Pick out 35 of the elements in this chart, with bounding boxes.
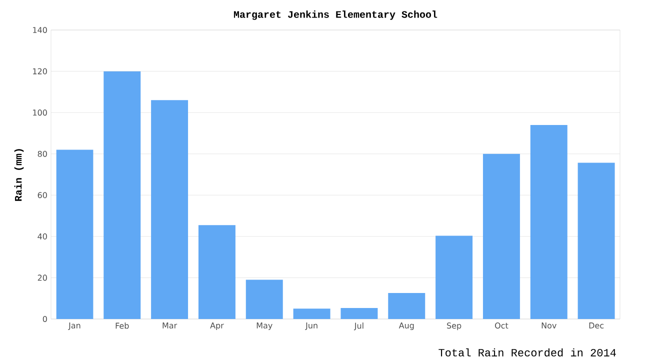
y-tick-label: 140 (33, 26, 47, 34)
bar (436, 236, 473, 319)
x-tick-label: Sep (447, 322, 462, 330)
bar (56, 150, 94, 319)
y-tick-label: 20 (38, 274, 47, 281)
x-tick-label: Oct (495, 322, 508, 329)
x-tick-label: Feb (116, 322, 129, 329)
x-tick-label: Jul (354, 322, 364, 330)
y-tick-label: 80 (38, 150, 47, 157)
bar (246, 280, 283, 319)
bar (151, 100, 188, 319)
x-tick-label: May (256, 322, 272, 330)
y-axis-title: Rain (mm) (14, 149, 24, 201)
x-tick-label: Mar (162, 322, 178, 328)
y-tick-label: 0 (42, 316, 47, 322)
bar (482, 154, 520, 319)
bar (104, 71, 141, 319)
y-tick-label: 100 (33, 110, 47, 116)
bar (198, 225, 236, 319)
x-tick-label: Dec (589, 322, 604, 328)
x-tick-label: Jan (68, 322, 80, 330)
x-axis-title: Total Rain Recorded in 2014 (438, 348, 616, 356)
y-tick-label: 120 (33, 68, 47, 74)
x-tick-label: Apr (210, 322, 224, 330)
x-tick-label: Nov (542, 322, 556, 328)
y-tick-label: 60 (38, 192, 47, 198)
x-tick-label: Aug (398, 322, 414, 330)
chart-title: Margaret Jenkins Elementary School (234, 10, 438, 20)
bar (388, 292, 426, 319)
bar (578, 162, 615, 319)
x-tick-label: Jun (305, 322, 318, 330)
bar (293, 308, 330, 319)
bar (340, 308, 378, 319)
bar (530, 124, 568, 319)
y-tick-label: 40 (38, 233, 47, 240)
